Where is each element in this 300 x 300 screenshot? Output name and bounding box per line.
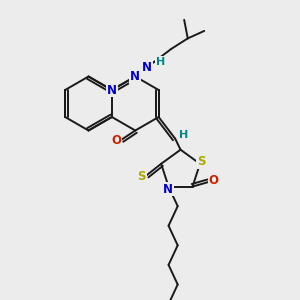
Text: N: N xyxy=(163,182,173,196)
Text: N: N xyxy=(130,70,140,83)
Text: S: S xyxy=(197,155,206,168)
Text: S: S xyxy=(137,170,146,183)
Text: H: H xyxy=(156,57,165,67)
Text: N: N xyxy=(107,83,117,97)
Text: H: H xyxy=(156,56,165,67)
Text: N: N xyxy=(142,61,152,74)
Text: O: O xyxy=(208,174,218,188)
Text: O: O xyxy=(111,134,122,148)
Text: H: H xyxy=(179,130,188,140)
